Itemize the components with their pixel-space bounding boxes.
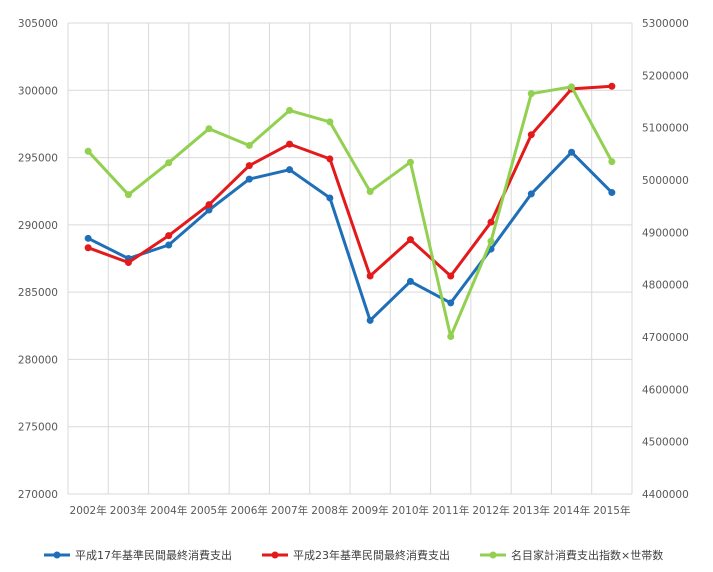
series-line bbox=[87, 150, 613, 322]
x-tick-label: 2013年 bbox=[513, 504, 550, 517]
right-tick-label: 4900000 bbox=[642, 227, 689, 239]
right-tick-label: 4400000 bbox=[642, 489, 689, 501]
x-tick-label: 2002年 bbox=[70, 504, 107, 517]
data-point bbox=[84, 244, 92, 252]
data-point bbox=[447, 332, 455, 340]
data-point bbox=[406, 277, 414, 285]
data-point bbox=[84, 234, 92, 242]
right-tick-label: 4700000 bbox=[642, 332, 689, 344]
right-tick-label: 5200000 bbox=[642, 70, 689, 82]
right-tick-label: 4600000 bbox=[642, 384, 689, 396]
right-axis-tick-labels: 4400000 4500000 4600000 4700000 4800000 49000… bbox=[642, 18, 689, 501]
data-point bbox=[366, 188, 374, 196]
data-point bbox=[447, 299, 455, 307]
data-point bbox=[245, 162, 253, 170]
data-point bbox=[568, 148, 576, 156]
left-tick-label: 280000 bbox=[18, 354, 58, 366]
data-point bbox=[326, 155, 334, 163]
x-tick-label: 2007年 bbox=[271, 504, 308, 517]
data-point bbox=[205, 201, 213, 209]
data-point bbox=[326, 118, 334, 126]
data-point bbox=[527, 190, 535, 198]
right-tick-label: 4800000 bbox=[642, 280, 689, 292]
left-tick-label: 305000 bbox=[18, 18, 58, 30]
legend-item: 平成17年基準民間最終消費支出 bbox=[44, 548, 232, 562]
x-tick-label: 2015年 bbox=[593, 504, 630, 517]
x-tick-label: 2003年 bbox=[110, 504, 147, 517]
left-tick-label: 300000 bbox=[18, 85, 58, 97]
right-tick-label: 4500000 bbox=[642, 437, 689, 449]
data-point bbox=[286, 106, 294, 114]
x-tick-label: 2010年 bbox=[392, 504, 429, 517]
data-point bbox=[165, 232, 173, 240]
data-point bbox=[165, 241, 173, 249]
series-3 bbox=[84, 83, 616, 340]
legend: 平成17年基準民間最終消費支出 平成23年基準民間最終消費支出 名目家計消費支出指数… bbox=[44, 548, 663, 562]
left-tick-label: 270000 bbox=[18, 489, 58, 501]
data-point bbox=[406, 158, 414, 166]
data-point bbox=[165, 159, 173, 167]
left-axis-tick-labels: 270000 275000 280000 285000 290000 295000 3000… bbox=[18, 18, 58, 501]
data-point bbox=[124, 191, 132, 199]
series-line bbox=[86, 85, 614, 338]
right-tick-label: 5100000 bbox=[642, 123, 689, 135]
series-line bbox=[87, 84, 613, 278]
legend-label: 平成23年基準民間最終消費支出 bbox=[293, 548, 450, 562]
x-tick-label: 2009年 bbox=[352, 504, 389, 517]
right-tick-label: 5300000 bbox=[642, 18, 689, 30]
x-tick-label: 2006年 bbox=[231, 504, 268, 517]
data-point bbox=[245, 175, 253, 183]
left-tick-label: 285000 bbox=[18, 287, 58, 299]
left-tick-label: 295000 bbox=[18, 153, 58, 165]
data-point bbox=[366, 316, 374, 324]
data-point bbox=[608, 82, 616, 90]
data-point bbox=[124, 259, 132, 267]
legend-marker bbox=[53, 551, 61, 559]
x-tick-label: 2011年 bbox=[432, 504, 469, 517]
series-layer bbox=[84, 82, 616, 340]
data-point bbox=[205, 125, 213, 133]
x-axis-tick-labels: 2002年 2003年 2004年 2005年 2006年 2007年 2008年 2009年… bbox=[70, 504, 631, 517]
data-point bbox=[527, 131, 535, 139]
data-point bbox=[447, 272, 455, 280]
x-tick-label: 2014年 bbox=[553, 504, 590, 517]
x-tick-label: 2008年 bbox=[311, 504, 348, 517]
right-tick-label: 5000000 bbox=[642, 175, 689, 187]
data-point bbox=[286, 140, 294, 148]
data-point bbox=[326, 194, 334, 202]
left-tick-label: 275000 bbox=[18, 422, 58, 434]
data-point bbox=[286, 166, 294, 174]
data-point bbox=[527, 90, 535, 98]
data-point bbox=[487, 218, 495, 226]
data-point bbox=[366, 272, 374, 280]
legend-marker bbox=[271, 551, 279, 559]
data-point bbox=[568, 83, 576, 91]
series-2 bbox=[84, 82, 616, 280]
legend-marker bbox=[489, 551, 497, 559]
left-tick-label: 290000 bbox=[18, 220, 58, 232]
data-point bbox=[205, 206, 213, 214]
x-tick-label: 2004年 bbox=[150, 504, 187, 517]
legend-label: 名目家計消費支出指数×世帯数 bbox=[511, 548, 663, 562]
data-point bbox=[84, 147, 92, 155]
series-1 bbox=[84, 148, 616, 324]
legend-label: 平成17年基準民間最終消費支出 bbox=[75, 548, 232, 562]
data-point bbox=[608, 158, 616, 166]
data-point bbox=[608, 189, 616, 197]
data-point bbox=[406, 236, 414, 244]
legend-item: 平成23年基準民間最終消費支出 bbox=[262, 548, 450, 562]
legend-item: 名目家計消費支出指数×世帯数 bbox=[480, 548, 663, 562]
x-tick-label: 2012年 bbox=[472, 504, 509, 517]
data-point bbox=[487, 237, 495, 245]
data-point bbox=[245, 141, 253, 149]
x-tick-label: 2005年 bbox=[190, 504, 227, 517]
